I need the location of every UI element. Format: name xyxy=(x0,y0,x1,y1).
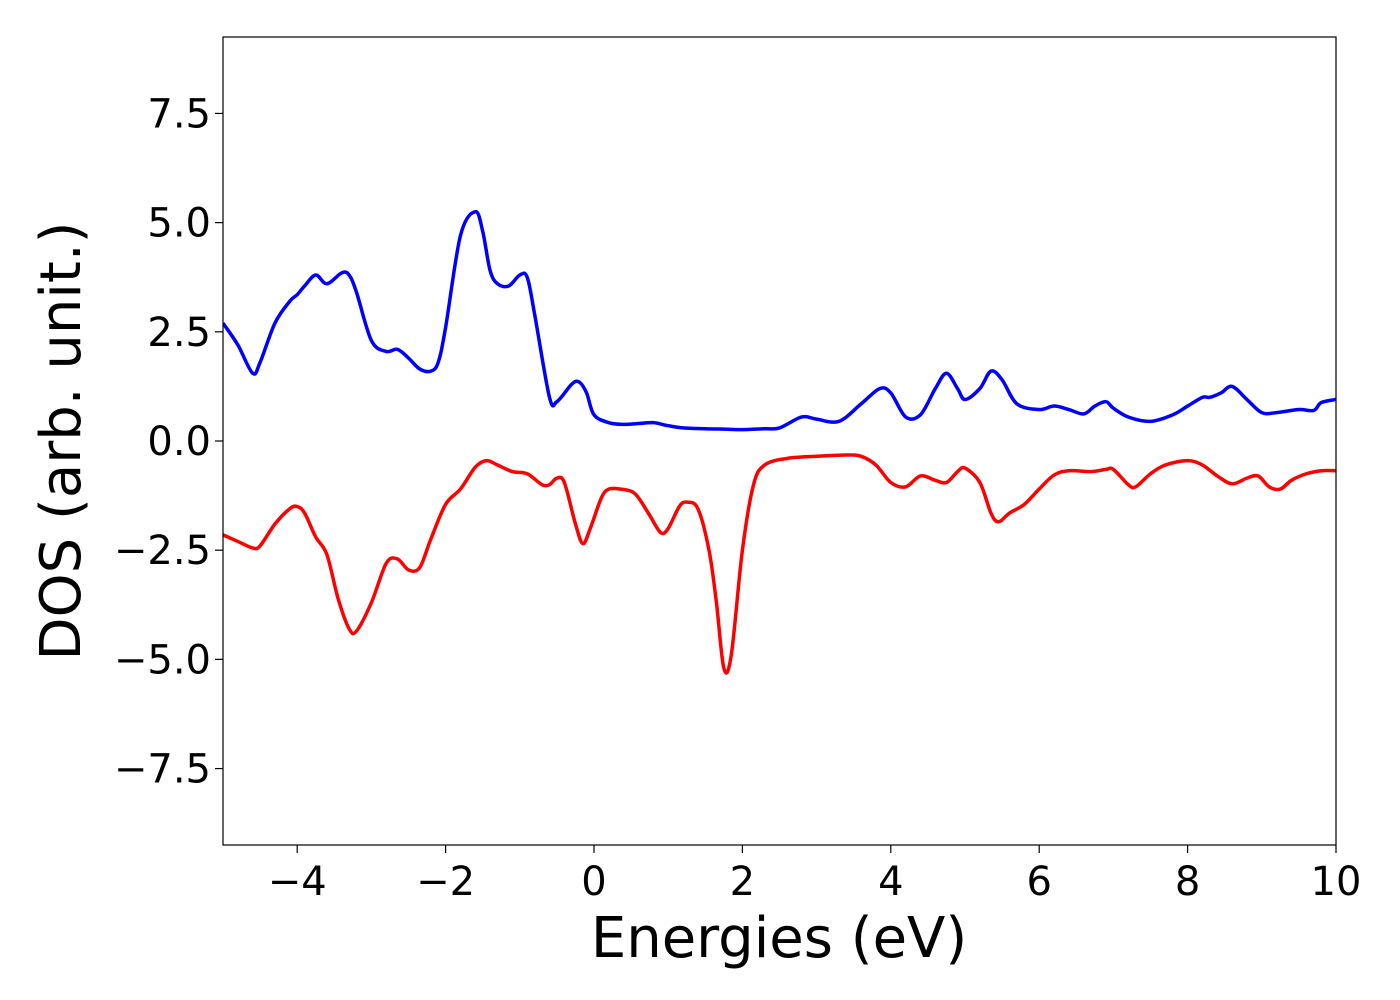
y-tick-label: −7.5 xyxy=(114,747,211,793)
x-axis-title: Energies (eV) xyxy=(591,906,967,971)
x-tick-label: −4 xyxy=(268,859,327,905)
y-tick-label: 7.5 xyxy=(147,91,211,137)
y-tick-label: −2.5 xyxy=(114,528,211,574)
y-tick-label: −5.0 xyxy=(114,637,211,683)
x-tick-label: −2 xyxy=(416,859,475,905)
x-tick-label: 0 xyxy=(581,859,606,905)
y-axis: 7.5 5.0 2.5 0.0 −2.5 −5.0 −7.5 xyxy=(114,91,223,793)
dos-line-blue xyxy=(223,209,1336,432)
y-tick-label: 2.5 xyxy=(147,310,211,356)
x-tick-label: 4 xyxy=(878,859,903,905)
x-tick-label: 2 xyxy=(730,859,755,905)
x-tick-label: 6 xyxy=(1026,859,1051,905)
y-tick-label: 5.0 xyxy=(147,201,211,247)
x-tick-label: 8 xyxy=(1175,859,1200,905)
x-tick-label: 10 xyxy=(1311,859,1362,905)
y-axis-title: DOS (arb. unit.) xyxy=(29,221,94,660)
y-tick-label: 0.0 xyxy=(147,419,211,465)
series-layer xyxy=(223,209,1336,675)
dos-line-red xyxy=(223,453,1336,675)
x-axis: −4 −2 0 2 4 6 8 10 xyxy=(268,845,1362,905)
